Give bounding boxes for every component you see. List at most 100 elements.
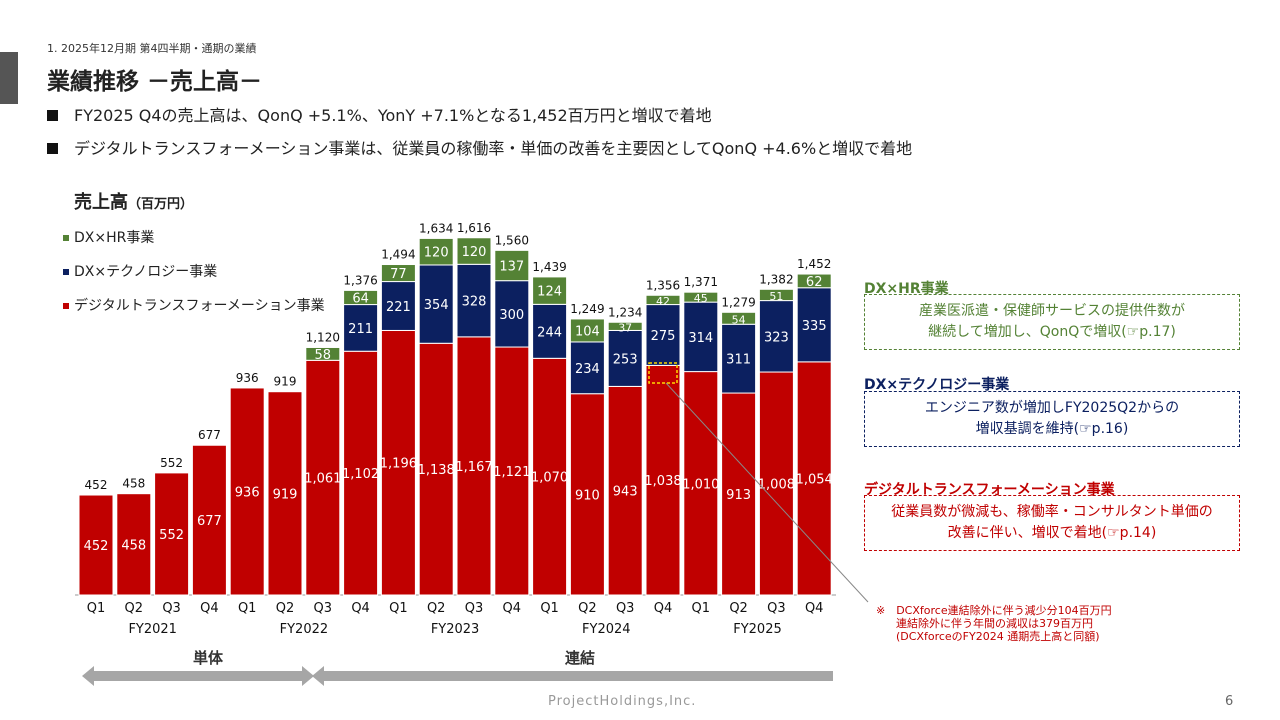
- data-label: 1,054: [796, 472, 833, 487]
- data-label: 51: [769, 290, 783, 303]
- bullet-2: デジタルトランスフォーメーション事業は、従業員の稼働率・単価の改善を主要因として…: [47, 135, 912, 159]
- year-label: FY2024: [582, 622, 631, 637]
- phase-label: 単体: [193, 649, 224, 667]
- legend-dt: デジタルトランスフォーメーション事業: [63, 295, 325, 315]
- x-tick-label: Q2: [729, 601, 748, 616]
- bullet-text: デジタルトランスフォーメーション事業は、従業員の稼働率・単価の改善を主要因として…: [74, 139, 913, 158]
- data-label: 37: [618, 321, 632, 334]
- data-label: 1,138: [418, 463, 455, 478]
- year-label: FY2021: [128, 622, 177, 637]
- bar-tech: [796, 287, 832, 363]
- total-label: 936: [236, 371, 259, 385]
- bar-hr: [494, 249, 530, 282]
- data-label: 354: [424, 298, 449, 313]
- total-label: 1,376: [343, 273, 377, 287]
- bar-hr: [343, 289, 379, 306]
- data-label: 1,008: [758, 478, 795, 493]
- data-label: 919: [273, 487, 298, 502]
- data-label: 137: [499, 260, 524, 275]
- bar-hr: [380, 264, 416, 283]
- data-label: 234: [575, 362, 600, 377]
- bar-hr: [569, 318, 605, 343]
- footnote: ※ DCXforce連結除外に伴う減少分104百万円 連結除外に伴う年間の減収は3…: [876, 604, 1112, 643]
- total-label: 1,634: [419, 221, 453, 235]
- x-tick-label: Q2: [125, 601, 144, 616]
- bar-hr: [607, 321, 643, 331]
- leader-line: [665, 382, 869, 603]
- bullet-square-icon: [47, 143, 58, 154]
- bar-dt: [532, 357, 568, 596]
- x-tick-label: Q4: [805, 601, 824, 616]
- data-label: 124: [537, 285, 562, 300]
- data-label: 328: [462, 295, 487, 310]
- bar-hr: [645, 294, 681, 306]
- data-label: 1,070: [531, 471, 568, 486]
- total-label: 919: [274, 375, 297, 389]
- highlight-box: [648, 362, 678, 384]
- bar-hr: [456, 237, 492, 265]
- bar-tech: [494, 280, 530, 348]
- data-label: 120: [424, 246, 449, 261]
- bullet-text: FY2025 Q4の売上高は、QonQ +5.1%、YonY +7.1%となる1…: [74, 106, 712, 125]
- data-label: 943: [613, 485, 638, 500]
- title-accent-bar: [0, 52, 18, 104]
- year-label: FY2023: [431, 622, 480, 637]
- x-tick-label: Q2: [427, 601, 446, 616]
- bar-dt: [418, 342, 454, 596]
- year-label: FY2025: [733, 622, 782, 637]
- data-label: 1,167: [455, 460, 492, 475]
- data-label: 120: [462, 245, 487, 260]
- legend-tech: DX×テクノロジー事業: [63, 261, 217, 281]
- total-label: 1,452: [797, 257, 831, 271]
- total-label: 1,279: [721, 295, 755, 309]
- data-label: 552: [159, 528, 184, 543]
- data-label: 1,061: [304, 472, 341, 487]
- data-label: 311: [726, 353, 751, 368]
- bar-hr: [721, 311, 757, 325]
- bar-dt: [154, 472, 190, 596]
- data-label: 58: [315, 348, 332, 363]
- data-label: 253: [613, 352, 638, 367]
- data-label: 458: [121, 538, 146, 553]
- data-label: 77: [390, 267, 407, 282]
- x-tick-label: Q3: [465, 601, 484, 616]
- data-label: 62: [806, 275, 823, 290]
- bar-dt: [569, 393, 605, 596]
- total-label: 1,371: [684, 275, 718, 289]
- data-label: 1,121: [493, 465, 530, 480]
- total-label: 458: [122, 477, 145, 491]
- data-label: 1,196: [380, 457, 417, 472]
- x-tick-label: Q4: [654, 601, 673, 616]
- bar-dt: [494, 346, 530, 596]
- bar-dt: [229, 387, 265, 596]
- bullet-1: FY2025 Q4の売上高は、QonQ +5.1%、YonY +7.1%となる1…: [47, 102, 712, 126]
- bar-dt: [191, 444, 227, 596]
- data-label: 314: [688, 331, 713, 346]
- bar-tech: [758, 300, 794, 373]
- total-label: 1,560: [495, 233, 529, 247]
- x-tick-label: Q4: [351, 601, 370, 616]
- data-label: 300: [499, 308, 524, 323]
- x-tick-label: Q1: [238, 601, 257, 616]
- page-number: 6: [1225, 694, 1234, 709]
- data-label: 1,038: [644, 474, 681, 489]
- breadcrumb: 1. 2025年12月期 第4四半期・通期の業績: [47, 42, 257, 55]
- phase-arrow-consolidated: [312, 666, 833, 686]
- x-tick-label: Q1: [87, 601, 106, 616]
- data-label: 54: [732, 313, 746, 326]
- bar-hr: [418, 237, 454, 266]
- data-label: 1,010: [682, 477, 719, 492]
- bar-dt: [116, 493, 152, 596]
- total-label: 1,234: [608, 305, 642, 319]
- bar-dt: [267, 391, 303, 596]
- bar-dt: [645, 364, 681, 596]
- legend-hr: DX×HR事業: [63, 227, 154, 247]
- callout-hr-heading: DX×HR事業: [864, 281, 949, 297]
- callout-tech-box: エンジニア数が増加しFY2025Q2からの 増収基調を維持(☞p.16): [864, 391, 1240, 447]
- callout-dt-heading: デジタルトランスフォーメーション事業: [864, 482, 1115, 498]
- page-title: 業績推移 －売上高－: [47, 69, 263, 95]
- x-tick-label: Q1: [692, 601, 711, 616]
- bar-dt: [456, 336, 492, 596]
- total-label: 677: [198, 428, 221, 442]
- phase-arrow-standalone: [82, 666, 314, 686]
